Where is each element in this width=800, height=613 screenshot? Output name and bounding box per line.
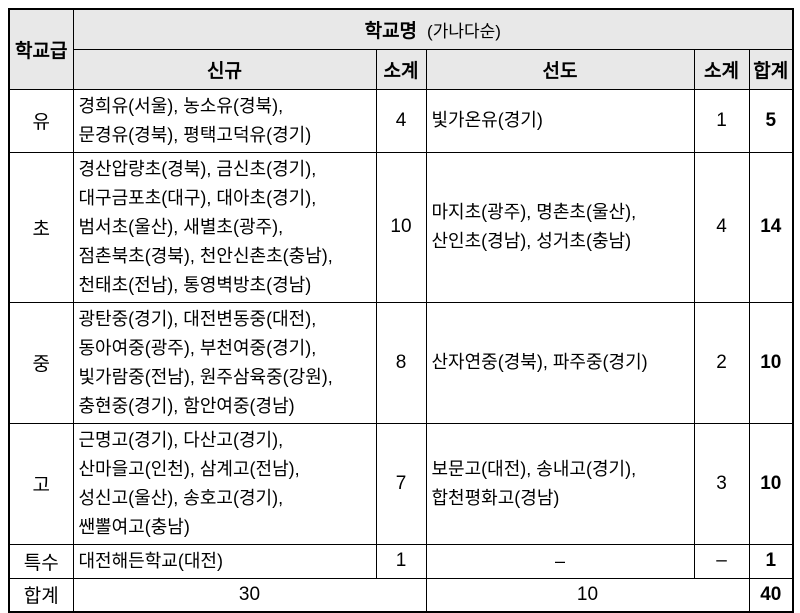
new-subtotal-cell: 7	[375, 422, 427, 545]
table-row-grand-total: 합계 30 10 40	[8, 577, 794, 613]
header-row-1: 학교급 학교명 (가나다순)	[8, 8, 794, 90]
row-total-cell: 10	[748, 422, 794, 545]
level-label: 중	[8, 301, 74, 424]
leading-schools-cell: 산자연중(경북), 파주중(경기)	[425, 301, 695, 424]
grand-total-leading-cell: 10	[425, 577, 750, 613]
leading-subtotal-cell: –	[693, 543, 750, 579]
header-col-leading: 선도	[425, 48, 695, 90]
table-row-kindergarten: 유 경희유(서울), 농소유(경북), 문경유(경북), 평택고덕유(경기) 4…	[8, 88, 794, 153]
level-label: 유	[8, 88, 74, 153]
header-school-level: 학교급	[8, 8, 74, 90]
row-total-cell: 1	[748, 543, 794, 579]
grand-total-cell: 40	[748, 577, 794, 613]
table-row-high: 고 근명고(경기), 다산고(경기), 산마을고(인천), 삼계고(전남), 성…	[8, 422, 794, 545]
leading-schools-cell: 마지초(광주), 명촌초(울산), 산인초(경남), 성거초(충남)	[425, 151, 695, 303]
header-school-name: 학교명 (가나다순)	[72, 8, 794, 50]
header-col-new: 신규	[72, 48, 377, 90]
row-total-cell: 10	[748, 301, 794, 424]
new-schools-cell: 대전해든학교(대전)	[72, 543, 377, 579]
table-row-middle: 중 광탄중(경기), 대전변동중(대전), 동아여중(광주), 부천여중(경기)…	[8, 301, 794, 424]
level-label: 고	[8, 422, 74, 545]
leading-subtotal-cell: 3	[693, 422, 750, 545]
level-label: 초	[8, 151, 74, 303]
new-schools-cell: 광탄중(경기), 대전변동중(대전), 동아여중(광주), 부천여중(경기), …	[72, 301, 377, 424]
new-subtotal-cell: 8	[375, 301, 427, 424]
leading-subtotal-cell: 4	[693, 151, 750, 303]
grand-total-new-cell: 30	[72, 577, 427, 613]
header-col-total: 합계	[748, 48, 794, 90]
grand-total-label: 합계	[8, 577, 74, 613]
school-summary-table: 학교급 학교명 (가나다순) 신규 소계 선도 소계 합계 유 경희유(서울), …	[8, 8, 795, 613]
level-label: 특수	[8, 543, 74, 579]
leading-schools-cell: 빛가온유(경기)	[425, 88, 695, 153]
new-subtotal-cell: 4	[375, 88, 427, 153]
new-schools-cell: 경희유(서울), 농소유(경북), 문경유(경북), 평택고덕유(경기)	[72, 88, 377, 153]
header-col-subtotal-leading: 소계	[693, 48, 750, 90]
header-order-note: (가나다순)	[427, 21, 501, 41]
new-subtotal-cell: 10	[375, 151, 427, 303]
leading-schools-cell: 보문고(대전), 송내고(경기), 합천평화고(경남)	[425, 422, 695, 545]
leading-subtotal-cell: 1	[693, 88, 750, 153]
header-col-subtotal-new: 소계	[375, 48, 427, 90]
leading-schools-cell: –	[425, 543, 695, 579]
new-schools-cell: 경산압량초(경북), 금신초(경기), 대구금포초(대구), 대아초(경기), …	[72, 151, 377, 303]
row-total-cell: 5	[748, 88, 794, 153]
table-row-elementary: 초 경산압량초(경북), 금신초(경기), 대구금포초(대구), 대아초(경기)…	[8, 151, 794, 303]
row-total-cell: 14	[748, 151, 794, 303]
header-school-name-title: 학교명	[364, 20, 418, 42]
table-row-special: 특수 대전해든학교(대전) 1 – – 1	[8, 543, 794, 579]
new-subtotal-cell: 1	[375, 543, 427, 579]
header-row-2: 신규 소계 선도 소계 합계	[9, 48, 794, 90]
new-schools-cell: 근명고(경기), 다산고(경기), 산마을고(인천), 삼계고(전남), 성신고…	[72, 422, 377, 545]
leading-subtotal-cell: 2	[693, 301, 750, 424]
